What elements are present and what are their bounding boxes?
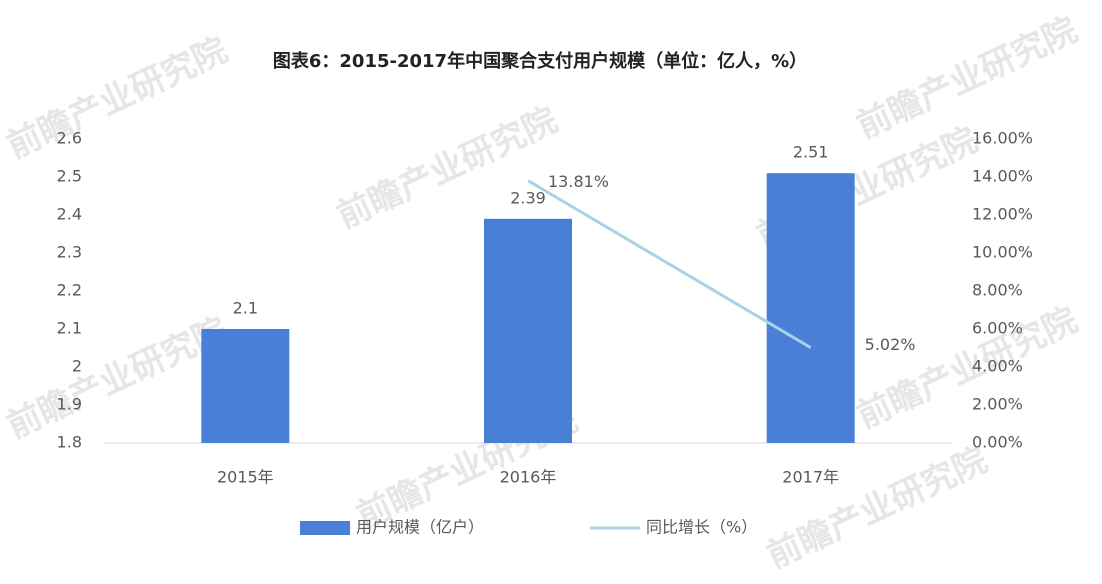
- y2-tick-label: 12.00%: [972, 205, 1033, 224]
- y-tick-label: 2.5: [57, 167, 82, 186]
- legend-label: 同比增长（%）: [646, 518, 757, 537]
- watermark: 前瞻产业研究院: [761, 440, 994, 577]
- x-tick-label: 2016年: [500, 468, 557, 487]
- bar: [484, 218, 572, 443]
- bar: [766, 173, 855, 443]
- y2-tick-label: 6.00%: [972, 319, 1023, 338]
- y-tick-label: 2.6: [57, 129, 82, 148]
- y2-tick-label: 4.00%: [972, 357, 1023, 376]
- legend-label: 用户规模（亿户）: [356, 518, 484, 537]
- bar-value-label: 2.39: [510, 188, 546, 207]
- y-tick-label: 2.4: [57, 205, 82, 224]
- x-tick-label: 2015年: [217, 468, 274, 487]
- watermark: 前瞻产业研究院: [851, 300, 1084, 437]
- line: [527, 179, 812, 349]
- line-value-label: 5.02%: [865, 335, 916, 354]
- y2-tick-label: 0.00%: [972, 433, 1023, 452]
- y-tick-label: 2.3: [57, 243, 82, 262]
- watermark: 前瞻产业研究院: [1, 310, 234, 447]
- bar-value-label: 2.1: [233, 299, 258, 318]
- y-tick-label: 2.2: [57, 281, 82, 300]
- x-tick-label: 2017年: [782, 468, 839, 487]
- y2-tick-label: 14.00%: [972, 167, 1033, 186]
- bar-value-label: 2.51: [793, 143, 829, 162]
- y-tick-label: 2: [72, 357, 82, 376]
- y2-tick-label: 2.00%: [972, 395, 1023, 414]
- y-tick-label: 1.8: [57, 433, 82, 452]
- watermark: 前瞻产业研究院: [331, 100, 564, 237]
- legend-swatch: [300, 521, 350, 535]
- chart-title: 图表6：2015-2017年中国聚合支付用户规模（单位：亿人，%）: [273, 50, 807, 72]
- y2-tick-label: 16.00%: [972, 129, 1033, 148]
- watermark: 前瞻产业研究院: [1, 30, 234, 167]
- y2-tick-label: 10.00%: [972, 243, 1033, 262]
- y-tick-label: 1.9: [57, 395, 82, 414]
- y2-tick-label: 8.00%: [972, 281, 1023, 300]
- line-value-label: 13.81%: [548, 172, 609, 191]
- bar: [201, 329, 290, 443]
- y-tick-label: 2.1: [57, 319, 82, 338]
